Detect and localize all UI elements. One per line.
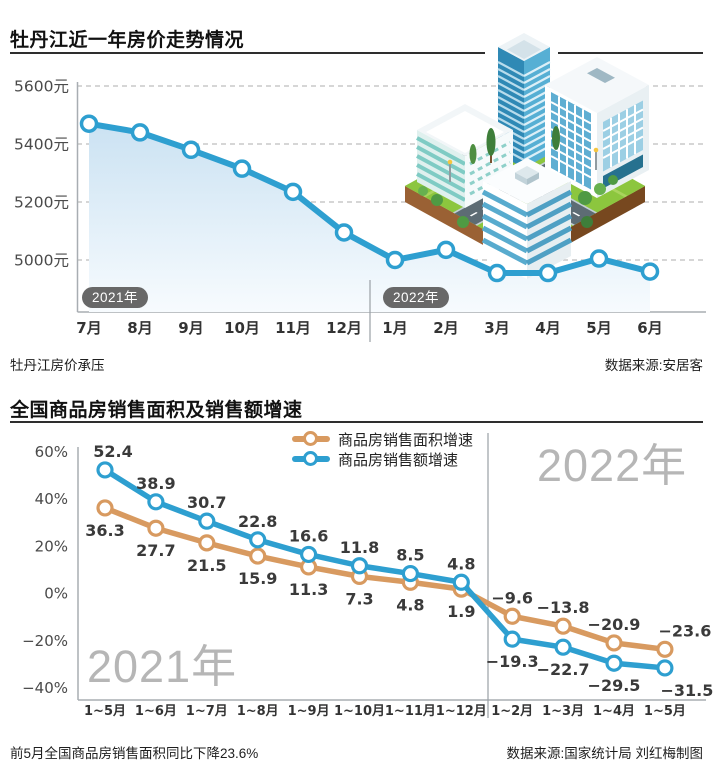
svg-text:0%: 0% [44,585,68,603]
svg-text:5200元: 5200元 [14,194,69,212]
svg-text:4.8: 4.8 [396,595,424,614]
svg-text:1~9月: 1~9月 [288,704,330,719]
tower-building [497,33,551,168]
svg-text:40%: 40% [35,490,68,508]
svg-text:−20%: −20% [22,632,68,650]
legend: 商品房销售面积增速 商品房销售额增速 [292,429,473,469]
svg-text:5月: 5月 [586,319,611,337]
svg-text:1.9: 1.9 [447,602,475,621]
price-section-title: 牡丹江近一年房价走势情况 [10,30,245,51]
svg-text:−31.5: −31.5 [660,681,713,700]
title-underline-2 [10,421,703,423]
price-chart-note: 牡丹江房价承压 [10,358,105,373]
svg-text:8月: 8月 [127,319,152,337]
svg-text:9月: 9月 [178,319,203,337]
legend-swatch-sales-value-icon [292,451,330,466]
legend-swatch-floor-area-icon [292,431,330,446]
svg-text:8.5: 8.5 [396,546,424,565]
svg-text:30.7: 30.7 [187,493,226,512]
svg-text:11.3: 11.3 [289,580,328,599]
svg-text:1~6月: 1~6月 [135,704,177,719]
watermark-2022: 2022年 [537,440,688,491]
svg-text:−22.7: −22.7 [537,660,590,679]
svg-text:38.9: 38.9 [136,474,175,493]
svg-text:20%: 20% [35,537,68,555]
svg-text:11月: 11月 [275,319,311,337]
sales-growth-chart: 60% 40% 20% 0% −20% −40% 1~5月 1~6月 1~7月 1~8月 1~9月 1… [22,433,713,719]
svg-text:52.4: 52.4 [93,442,132,461]
sales-chart-source: 数据来源:国家统计局 刘红梅制图 [506,746,703,761]
svg-text:10月: 10月 [224,319,260,337]
south-building [481,158,573,279]
watermark-2021: 2021年 [87,641,238,692]
svg-text:11.8: 11.8 [340,538,379,557]
svg-text:1~8月: 1~8月 [237,704,279,719]
svg-text:15.9: 15.9 [238,569,277,588]
svg-text:21.5: 21.5 [187,556,226,575]
svg-text:−20.9: −20.9 [588,615,641,634]
svg-text:60%: 60% [35,443,68,461]
svg-text:1~2月: 1~2月 [491,704,533,719]
city-illustration [404,33,649,279]
svg-text:1~5月: 1~5月 [84,704,126,719]
svg-text:7.3: 7.3 [345,589,373,608]
svg-text:2月: 2月 [433,319,458,337]
svg-text:4.8: 4.8 [447,554,475,573]
price-chart-source: 数据来源:安居客 [604,358,703,373]
legend-item-sales-value: 商品房销售额增速 [292,449,473,469]
year-badge-2022: 2022年 [383,287,450,308]
svg-text:12月: 12月 [326,319,362,337]
svg-text:6月: 6月 [637,319,662,337]
trees [418,126,618,228]
svg-text:22.8: 22.8 [238,512,277,531]
sales-section-title: 全国商品房销售面积及销售额增速 [10,400,303,421]
svg-text:−19.3: −19.3 [486,652,539,671]
title-underline [10,52,703,54]
svg-text:−13.8: −13.8 [537,598,590,617]
legend-label: 商品房销售额增速 [338,451,459,469]
sales-chart-note: 前5月全国商品房销售面积同比下降23.6% [10,746,259,761]
svg-text:1~7月: 1~7月 [186,704,228,719]
svg-text:−29.5: −29.5 [588,676,641,695]
svg-text:27.7: 27.7 [136,541,175,560]
svg-text:5400元: 5400元 [14,136,69,154]
east-building [545,57,649,198]
svg-text:−40%: −40% [22,679,68,697]
svg-text:3月: 3月 [484,319,509,337]
svg-text:1~3月: 1~3月 [542,704,584,719]
svg-text:1~5月: 1~5月 [644,704,686,719]
svg-text:1~10月: 1~10月 [334,704,385,719]
svg-text:4月: 4月 [535,319,560,337]
svg-text:1~12月: 1~12月 [436,704,487,719]
svg-text:36.3: 36.3 [85,521,124,540]
svg-text:1~4月: 1~4月 [593,704,635,719]
svg-text:5000元: 5000元 [14,252,69,270]
svg-text:1~11月: 1~11月 [385,704,436,719]
svg-text:7月: 7月 [76,319,101,337]
legend-item-floor-area: 商品房销售面积增速 [292,429,473,449]
svg-text:−23.6: −23.6 [658,621,711,640]
svg-text:1月: 1月 [382,319,407,337]
year-badge-2021: 2021年 [82,287,149,308]
svg-text:16.6: 16.6 [289,526,328,545]
price-trend-chart: 5600元 5400元 5200元 5000元 [14,33,706,342]
svg-text:5600元: 5600元 [14,78,69,96]
legend-label: 商品房销售面积增速 [338,431,474,449]
svg-text:−9.6: −9.6 [491,588,533,607]
